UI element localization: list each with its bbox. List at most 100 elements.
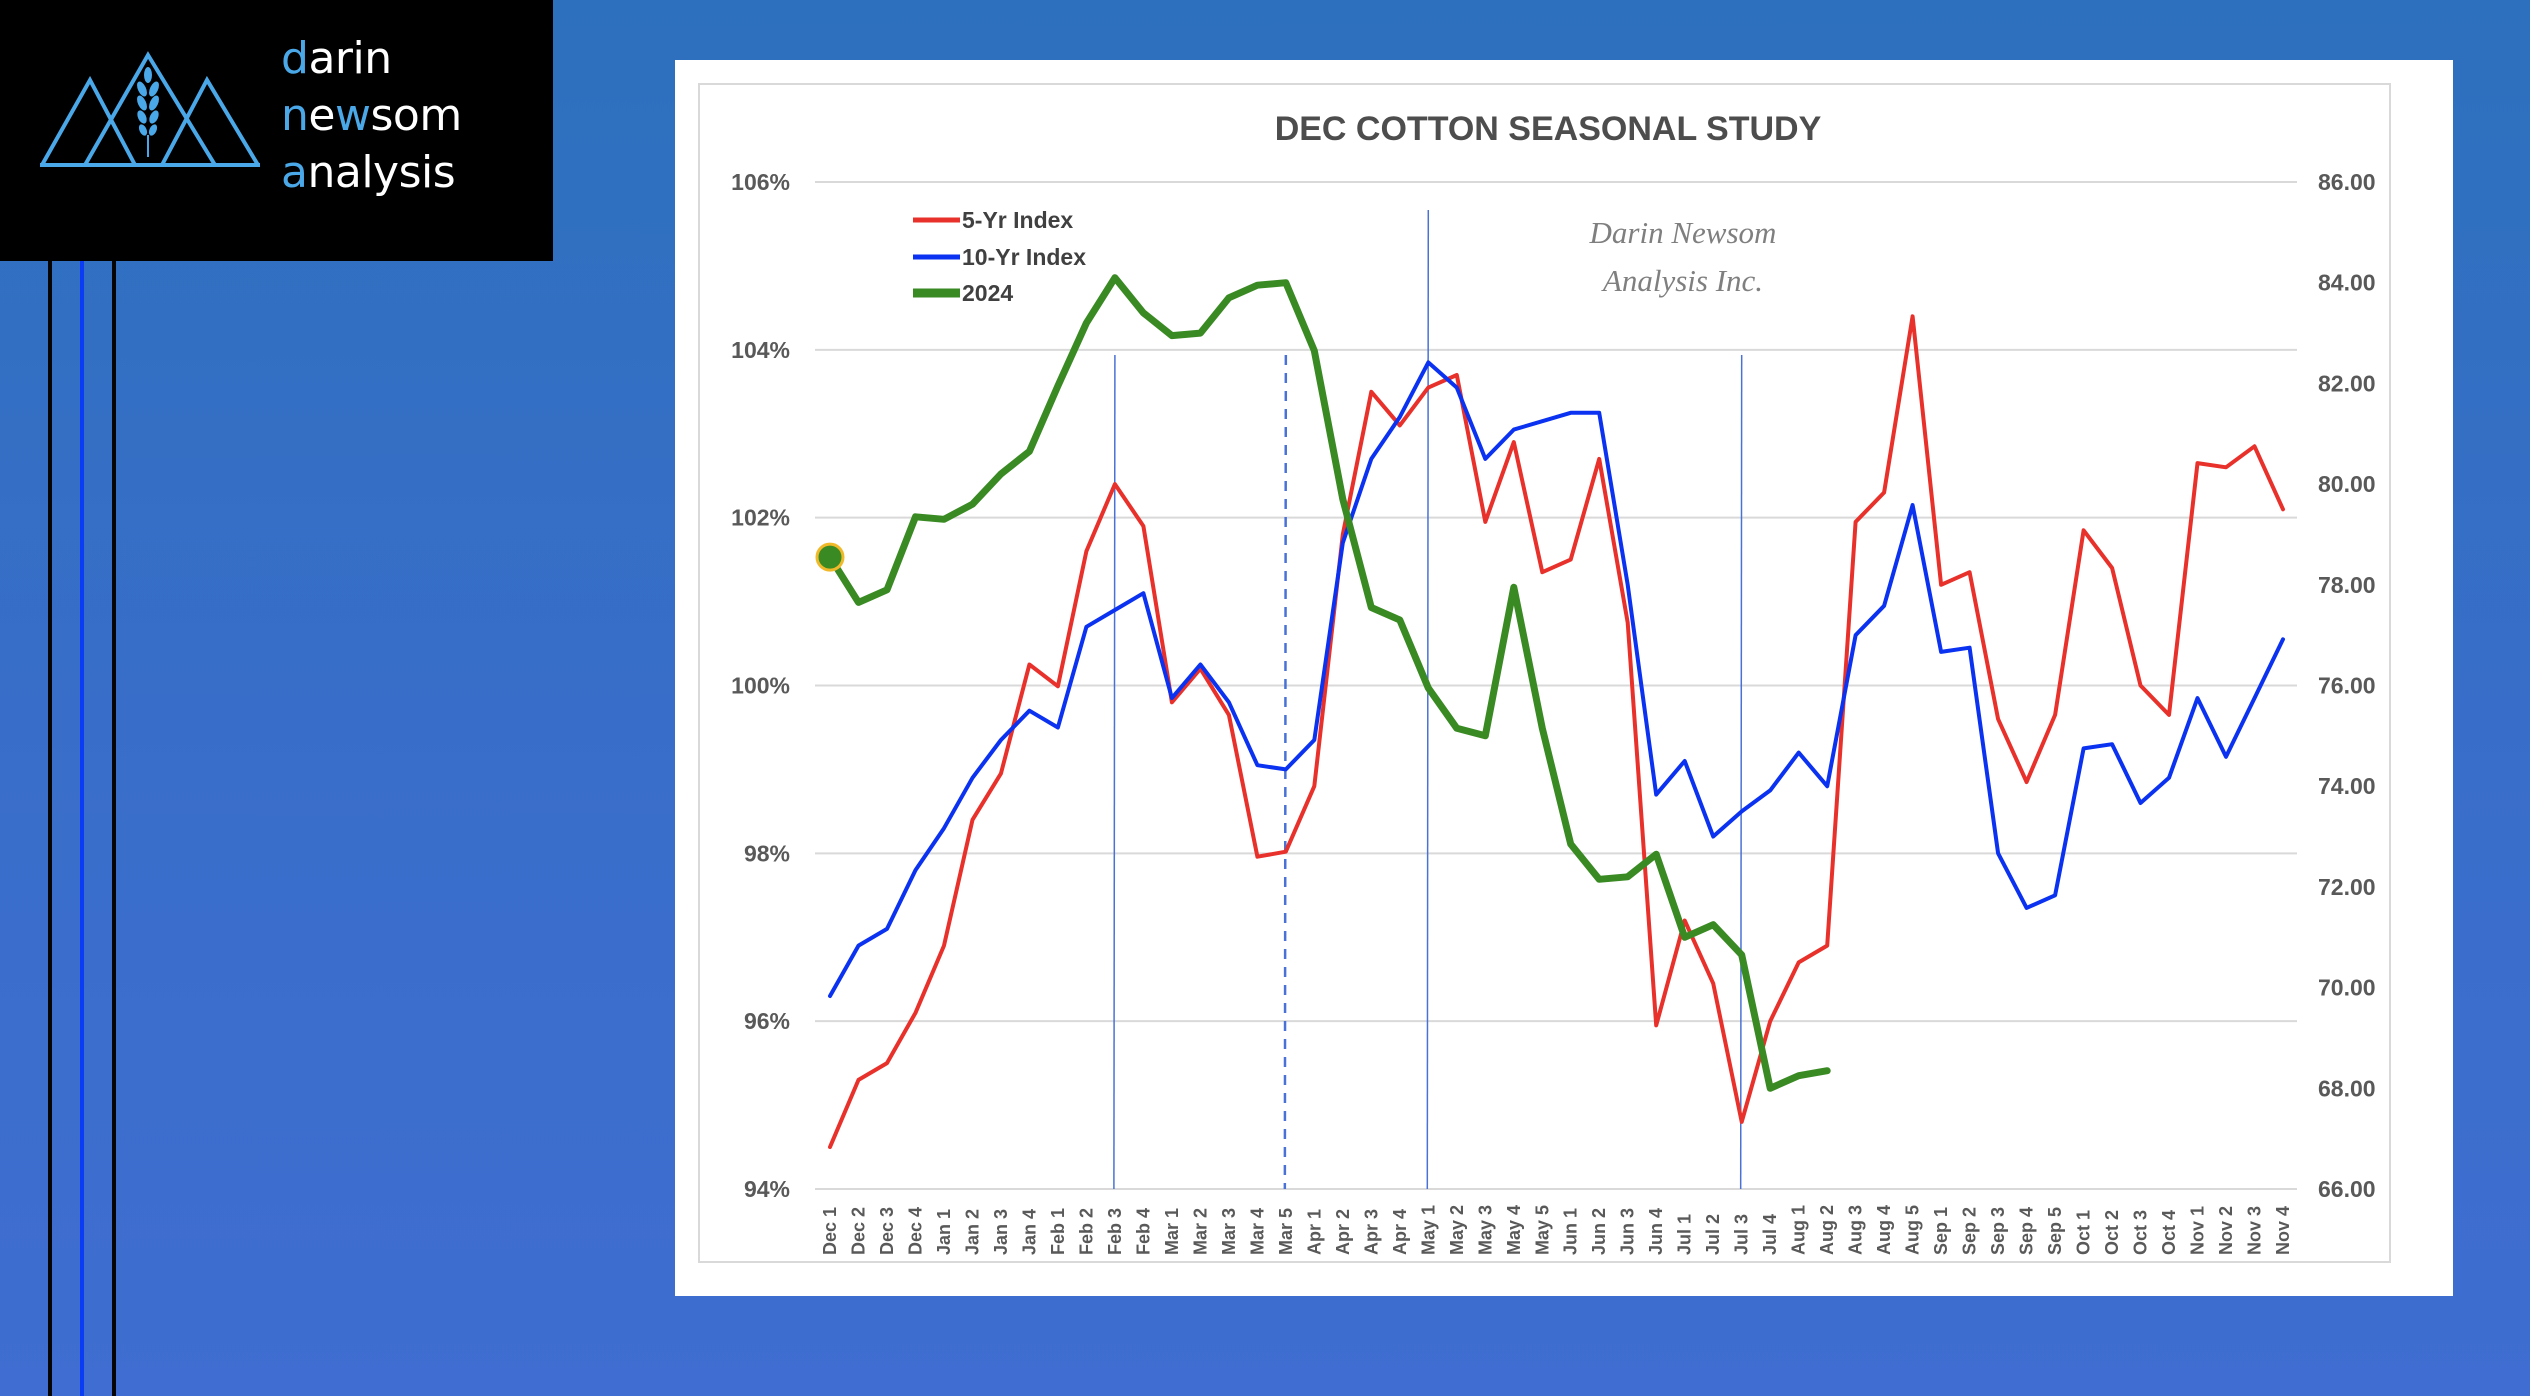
brand-line-3: analysis (281, 147, 456, 198)
x-tick-label: Apr 2 (1333, 1209, 1353, 1255)
decorative-stripe-black-2 (112, 261, 116, 1396)
chart-frame (698, 83, 2391, 1263)
legend-label-10yr: 10-Yr Index (962, 244, 1086, 270)
watermark: Darin Newsom Analysis Inc. (1589, 215, 1777, 298)
data-point-10-yr-index (2280, 636, 2286, 642)
data-point-5-yr-index (1368, 389, 1374, 395)
reference-lines (1113, 209, 1743, 1190)
data-point-5-yr-index (1254, 854, 1260, 860)
data-point-2024 (1596, 876, 1602, 882)
brand-line-2: newsom (281, 90, 462, 141)
y-right-tick-label: 84.00 (2318, 270, 2376, 296)
chart-card (675, 60, 2453, 1296)
series-line-10-yr-index (828, 360, 2285, 998)
x-tick-label: Jul 2 (1703, 1214, 1723, 1255)
y-right-tick-label: 82.00 (2318, 370, 2376, 396)
data-point-10-yr-index (2166, 775, 2172, 781)
data-point-5-yr-index (2081, 527, 2087, 533)
data-point-5-yr-index (1881, 489, 1887, 495)
y-right-tick-label: 86.00 (2318, 169, 2376, 195)
x-tick-label: Feb 3 (1105, 1208, 1125, 1255)
data-point-5-yr-index (1767, 1018, 1773, 1024)
x-tick-label: Aug 2 (1817, 1205, 1837, 1255)
data-point-5-yr-index (2195, 460, 2201, 466)
data-point-2024 (1539, 725, 1545, 731)
data-point-10-yr-index (1653, 792, 1659, 798)
reference-line-may-1 (1426, 209, 1430, 1190)
data-point-5-yr-index (1967, 569, 1973, 575)
data-point-5-yr-index (2138, 683, 2144, 689)
data-point-5-yr-index (2280, 506, 2286, 512)
y-left-tick-label: 94% (744, 1176, 790, 1202)
brand-wordmark: darin newsom analysis (281, 30, 462, 201)
data-point-2024 (1368, 604, 1374, 610)
y-right-tick-label: 72.00 (2318, 874, 2376, 900)
data-point-10-yr-index (912, 867, 918, 873)
legend: 5-Yr Index 10-Yr Index 2024 (913, 207, 1086, 306)
x-tick-label: Aug 5 (1903, 1205, 1923, 1255)
data-point-10-yr-index (2195, 695, 2201, 701)
data-point-10-yr-index (884, 926, 890, 932)
x-tick-label: May 5 (1532, 1205, 1552, 1255)
data-point-10-yr-index (1197, 662, 1203, 668)
data-point-10-yr-index (1226, 699, 1232, 705)
x-tick-label: Jun 2 (1589, 1208, 1609, 1255)
x-tick-label: Mar 2 (1190, 1208, 1210, 1255)
reference-line-jul-3 (1739, 354, 1743, 1190)
data-point-5-yr-index (1112, 481, 1118, 487)
data-point-10-yr-index (1311, 737, 1317, 743)
data-point-10-yr-index (1967, 645, 1973, 651)
legend-item-5yr: 5-Yr Index (913, 207, 1073, 233)
data-point-2024 (1796, 1073, 1802, 1079)
data-point-2024 (1739, 952, 1745, 958)
legend-item-10yr: 10-Yr Index (913, 244, 1086, 270)
x-tick-label: Mar 3 (1219, 1208, 1239, 1255)
watermark-line-2: Analysis Inc. (1601, 263, 1763, 298)
series-line-5-yr-index (828, 314, 2285, 1149)
data-point-5-yr-index (1653, 1022, 1659, 1028)
data-point-10-yr-index (1596, 410, 1602, 416)
data-point-2024 (1682, 934, 1688, 940)
x-tick-label: Jul 3 (1732, 1214, 1752, 1255)
data-point-10-yr-index (1682, 758, 1688, 764)
data-point-5-yr-index (998, 771, 1004, 777)
chart-title: DEC COTTON SEASONAL STUDY (1275, 110, 1822, 148)
data-point-2024 (1625, 874, 1631, 880)
data-point-5-yr-index (1938, 582, 1944, 588)
y-left-tick-label: 102% (731, 505, 790, 531)
data-point-10-yr-index (1283, 766, 1289, 772)
x-tick-label: Aug 4 (1874, 1205, 1894, 1255)
data-point-10-yr-index (2081, 745, 2087, 751)
current-value-marker (815, 542, 845, 572)
data-point-10-yr-index (1995, 850, 2001, 856)
x-tick-label: Jul 1 (1675, 1214, 1695, 1255)
data-point-5-yr-index (1055, 683, 1061, 689)
data-point-5-yr-index (1083, 548, 1089, 554)
data-point-5-yr-index (855, 1077, 861, 1083)
data-point-5-yr-index (1283, 849, 1289, 855)
data-point-10-yr-index (1539, 418, 1545, 424)
data-point-5-yr-index (1710, 980, 1716, 986)
data-point-10-yr-index (1055, 724, 1061, 730)
reference-line-feb-3 (1113, 354, 1116, 1190)
data-point-10-yr-index (1796, 750, 1802, 756)
y-right-tick-label: 78.00 (2318, 572, 2376, 598)
x-tick-label: Nov 4 (2273, 1206, 2293, 1255)
x-tick-label: May 4 (1504, 1205, 1524, 1255)
decorative-stripe-black-1 (48, 261, 52, 1396)
x-tick-label: Oct 3 (2131, 1210, 2151, 1255)
data-point-10-yr-index (1254, 762, 1260, 768)
y-left-tick-label: 106% (731, 169, 790, 195)
data-point-10-yr-index (1368, 456, 1374, 462)
data-point-5-yr-index (1995, 716, 2001, 722)
x-tick-label: Apr 1 (1304, 1209, 1324, 1255)
data-point-2024 (884, 587, 890, 593)
x-tick-label: Sep 5 (2045, 1207, 2065, 1255)
y-axis-right: 66.00 68.00 70.00 72.00 74.00 76.00 78.00 80.00… (2318, 169, 2376, 1202)
x-tick-label: Jun 1 (1561, 1208, 1581, 1255)
x-tick-label: Sep 4 (2017, 1207, 2037, 1255)
data-point-10-yr-index (1397, 414, 1403, 420)
decorative-stripe-blue (80, 261, 84, 1396)
data-point-10-yr-index (1425, 359, 1431, 365)
data-point-2024 (1397, 617, 1403, 623)
